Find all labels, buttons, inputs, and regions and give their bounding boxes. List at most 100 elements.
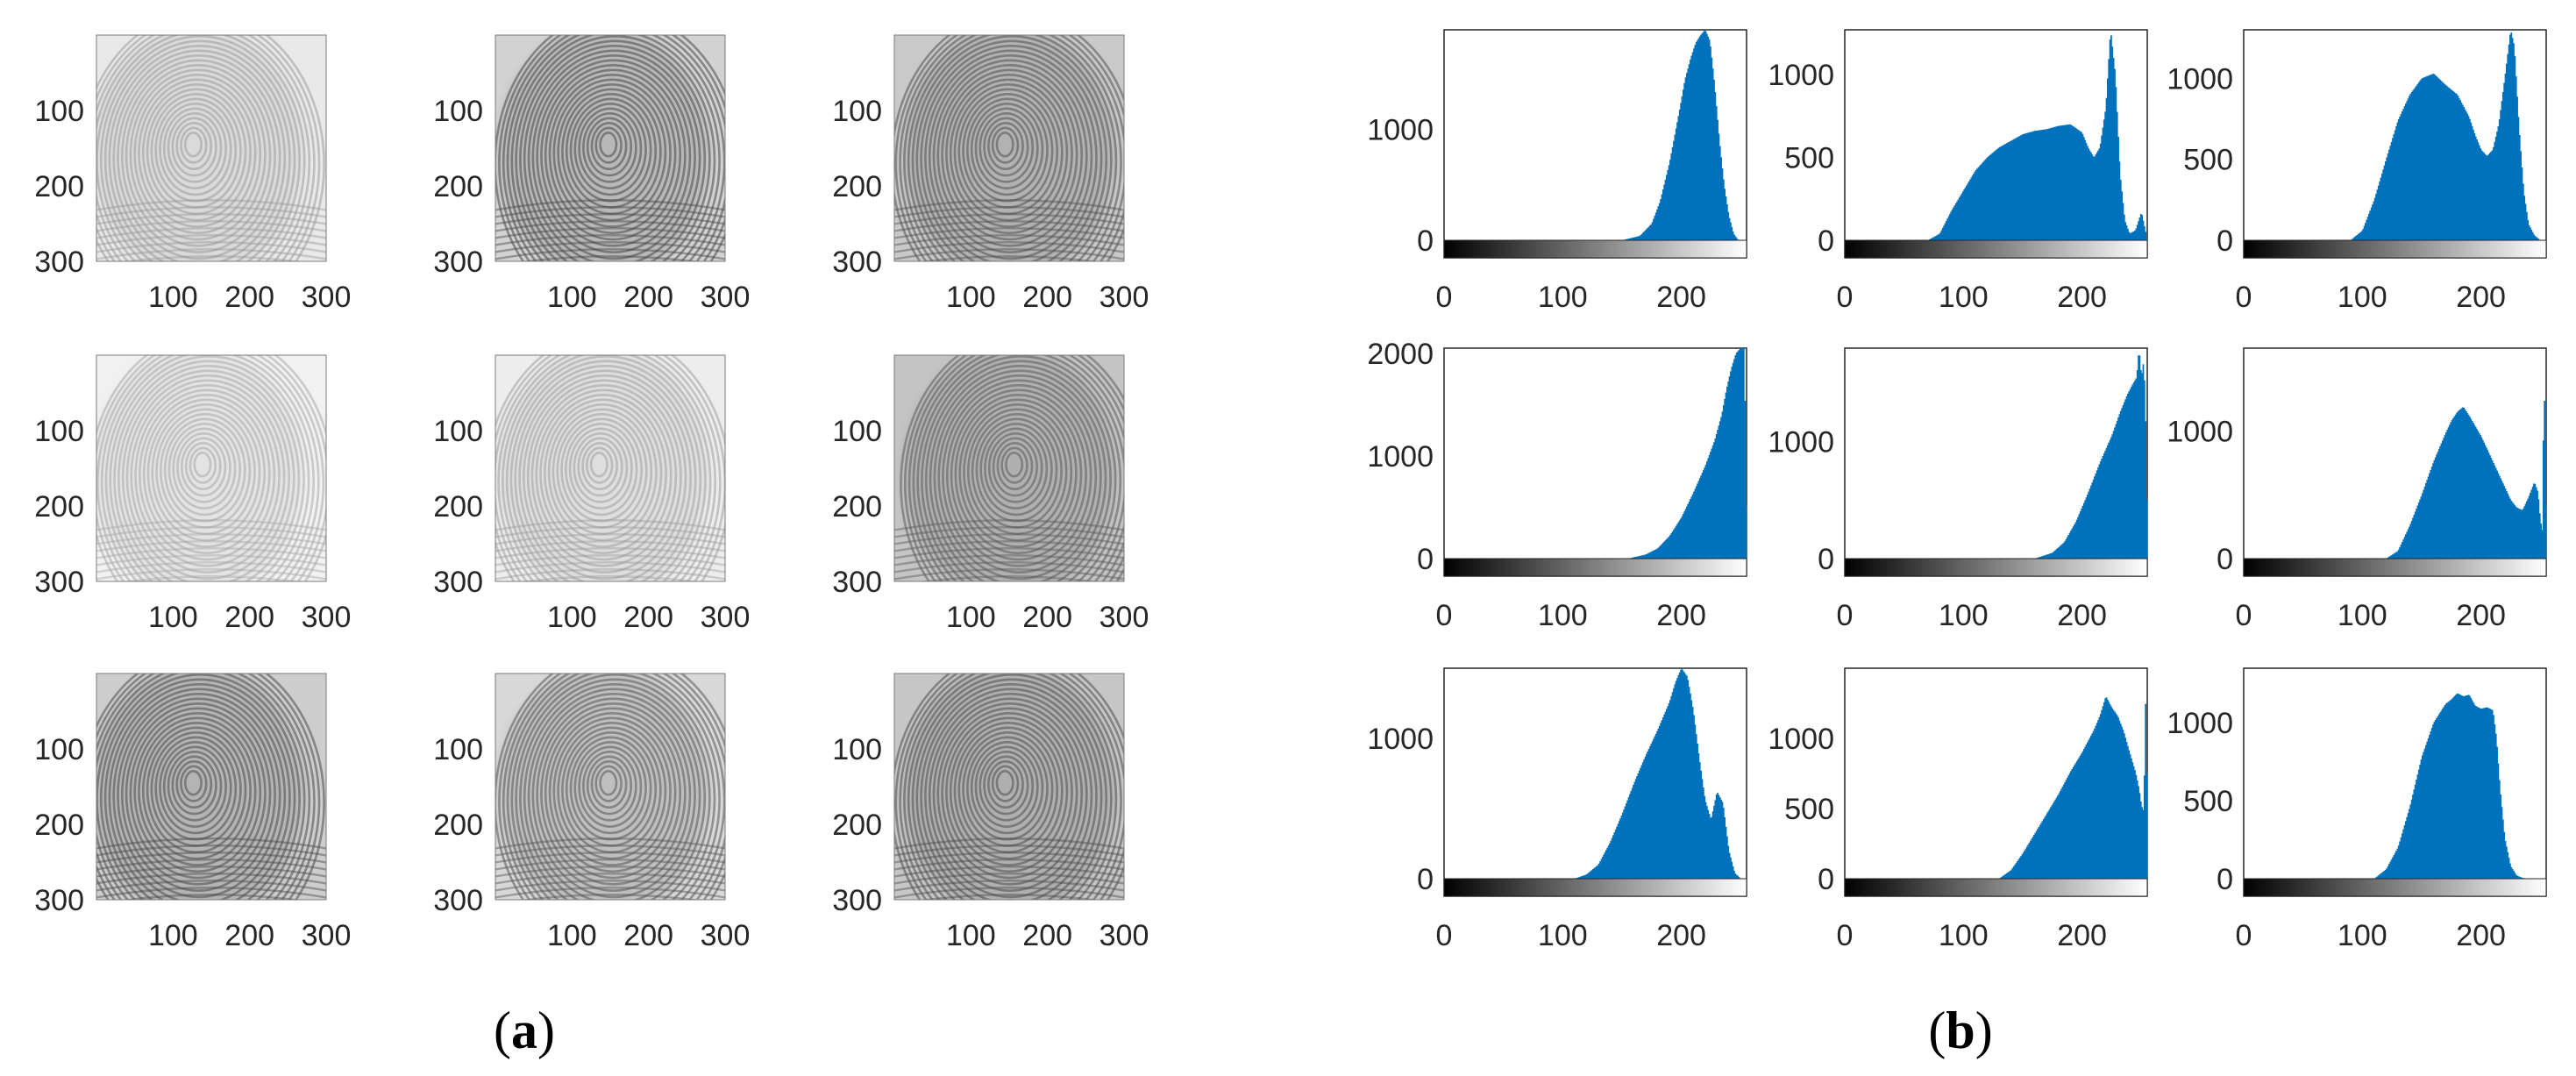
- histogram-bar: [1693, 715, 1695, 879]
- histogram-bar: [1581, 875, 1583, 879]
- histogram-bar: [1718, 133, 1720, 240]
- histogram-bar: [2002, 875, 2004, 879]
- histogram-bar: [2047, 128, 2050, 240]
- histogram-bar: [1688, 687, 1690, 879]
- histogram-bar: [2436, 717, 2437, 879]
- histogram-bar: [2399, 841, 2401, 879]
- x-tick-label: 200: [224, 281, 274, 314]
- histogram-bar: [1934, 236, 1937, 240]
- histogram-bar: [1633, 557, 1634, 559]
- histogram-bar: [2401, 542, 2403, 559]
- histogram-bar: [2373, 197, 2376, 240]
- fingerprint-ridges: [495, 673, 725, 900]
- histogram-bar: [1668, 165, 1670, 240]
- histogram-bar: [2443, 82, 2445, 240]
- grayscale-colorbar: [2243, 239, 2547, 259]
- histogram-bar: [2085, 143, 2088, 240]
- histogram-bar: [2396, 848, 2399, 879]
- histogram-bar: [2078, 514, 2081, 559]
- histogram-bar: [2092, 730, 2095, 879]
- histogram-bar: [2068, 532, 2071, 559]
- histogram-bar: [1687, 503, 1690, 559]
- histogram-bar: [2030, 132, 2032, 240]
- histogram-bar: [1654, 736, 1656, 879]
- histogram-bar: [1612, 835, 1614, 879]
- histogram-bar: [2089, 488, 2091, 559]
- histogram-bar: [2451, 698, 2453, 879]
- x-tick-label: 100: [148, 281, 198, 314]
- histogram-bar: [2423, 486, 2426, 559]
- histogram-bar: [1963, 189, 1966, 240]
- histogram-bar: [2407, 813, 2409, 879]
- image-frame: [96, 354, 327, 582]
- x-tick-label: 0: [2236, 599, 2252, 632]
- histogram-bar: [1719, 797, 1721, 879]
- x-tick-label: 200: [224, 601, 274, 634]
- histogram-bar: [1609, 843, 1611, 879]
- histogram-bar: [2366, 217, 2369, 240]
- histogram-panel-5: 0 1000 0 100 200: [1768, 347, 2148, 632]
- histogram-bar: [2068, 124, 2071, 240]
- histogram-bar: [2058, 546, 2060, 559]
- histogram-bar: [2459, 695, 2461, 879]
- histogram-bar: [1717, 119, 1719, 240]
- histogram-bar: [1737, 351, 1739, 559]
- histogram-bar: [2046, 554, 2048, 559]
- histogram-bar: [2416, 779, 2417, 879]
- histogram-bars: [2350, 32, 2541, 241]
- histogram-bar: [1676, 122, 1678, 240]
- histogram-bar: [2471, 125, 2473, 240]
- x-tick-label: 200: [1022, 919, 1072, 952]
- histogram-bar: [2430, 469, 2432, 559]
- histogram-bar: [1629, 238, 1631, 240]
- histogram-bar: [1653, 738, 1654, 879]
- histogram-bar: [1697, 38, 1700, 241]
- histogram-bar: [2098, 717, 2101, 879]
- histogram-bar: [2131, 232, 2132, 240]
- histogram-bar: [1621, 812, 1624, 879]
- histogram-bar: [2413, 89, 2416, 240]
- histogram-bar: [2027, 844, 2030, 879]
- histogram-bar: [2464, 409, 2466, 559]
- x-tick-label: 0: [2236, 281, 2252, 314]
- histogram-bar: [2082, 137, 2085, 240]
- histogram-bar: [1590, 871, 1592, 879]
- histogram-bar: [2112, 57, 2115, 240]
- histogram-bar: [2115, 713, 2117, 879]
- histogram-bar: [2088, 148, 2090, 240]
- histogram-bar: [1643, 554, 1646, 559]
- histogram-bar: [1710, 452, 1711, 559]
- histogram-bar: [1579, 876, 1581, 879]
- histogram-panel-1: 0 1000 0 100 200: [1367, 29, 1747, 314]
- histogram-bar: [1997, 147, 2000, 240]
- histogram-bar: [2445, 85, 2447, 240]
- fingerprint-ridges: [894, 355, 1124, 581]
- x-tick-label: 200: [623, 919, 673, 952]
- histogram-bar: [2059, 791, 2061, 879]
- histogram-bar: [2461, 407, 2464, 559]
- histogram-bar: [2127, 745, 2129, 879]
- histogram-bar: [2400, 114, 2402, 240]
- histogram-bar: [2409, 96, 2410, 240]
- histogram-bar: [2011, 867, 2014, 879]
- histogram-bar: [1673, 140, 1675, 240]
- histogram-bars: [1927, 35, 2148, 241]
- histogram-bar: [2503, 831, 2506, 879]
- histogram-bar: [1698, 36, 1701, 240]
- histogram-bar: [2121, 191, 2123, 240]
- histogram-bar: [2071, 769, 2074, 879]
- histogram-bar: [2508, 858, 2510, 879]
- histogram-bar: [2530, 489, 2533, 559]
- histogram-bar: [2440, 710, 2443, 879]
- histogram-bar: [2107, 699, 2109, 879]
- histogram-bar: [1708, 814, 1711, 879]
- histogram-bar: [1690, 496, 1693, 559]
- histogram-bar: [1668, 536, 1670, 559]
- histogram-bar: [1724, 398, 1726, 559]
- histogram-bar: [2390, 141, 2393, 240]
- histogram-bar: [2055, 126, 2058, 240]
- histogram-bar: [2138, 221, 2139, 240]
- histogram-bar: [2409, 524, 2412, 559]
- y-tick-label: 200: [832, 809, 882, 842]
- histogram-bar: [2497, 473, 2500, 559]
